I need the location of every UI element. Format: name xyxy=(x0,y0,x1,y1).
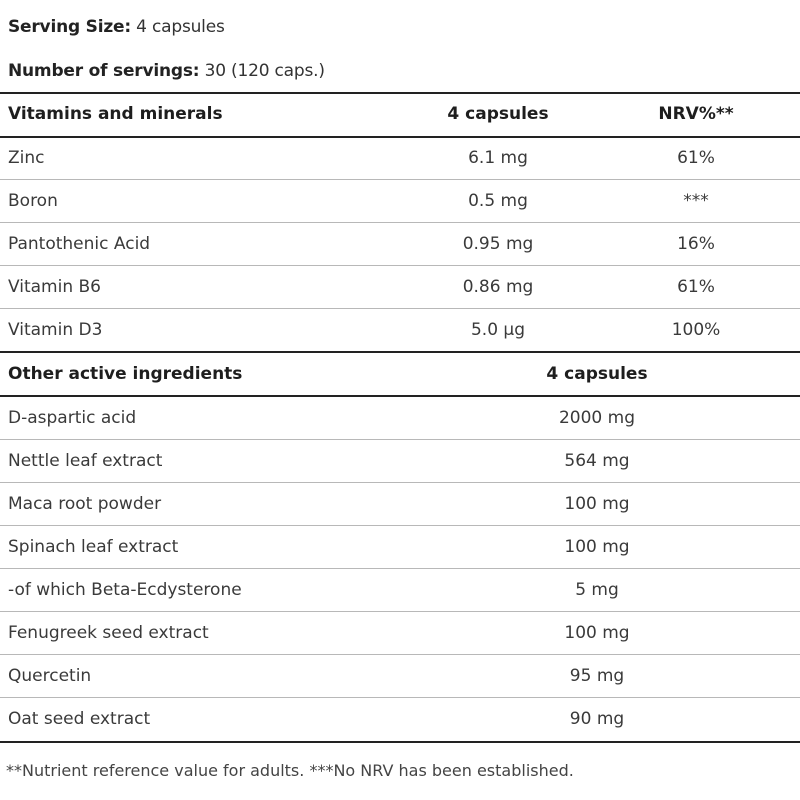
table-row: -of which Beta-Ecdysterone 5 mg xyxy=(0,569,800,612)
ingredient-name: D-aspartic acid xyxy=(8,408,137,428)
ingredient-nrv: 100% xyxy=(671,320,721,340)
table-row: Quercetin 95 mg xyxy=(0,655,800,698)
ingredient-nrv: *** xyxy=(683,191,709,211)
others-header-amount: 4 capsules xyxy=(546,364,648,384)
others-header-row: Other active ingredients 4 capsules xyxy=(0,353,800,396)
ingredient-amount: 100 mg xyxy=(564,494,630,514)
ingredient-name: Pantothenic Acid xyxy=(8,234,151,254)
table-row: Fenugreek seed extract 100 mg xyxy=(0,612,800,655)
footnote: **Nutrient reference value for adults. *… xyxy=(6,761,574,780)
ingredient-amount: 5 mg xyxy=(575,580,619,600)
servings-line: Number of servings: 30 (120 caps.) xyxy=(8,61,325,81)
row-divider xyxy=(0,654,800,655)
row-divider xyxy=(0,222,800,223)
ingredient-name: Oat seed extract xyxy=(8,709,151,729)
serving-size-line: Serving Size: 4 capsules xyxy=(8,17,225,37)
row-divider xyxy=(0,568,800,569)
serving-size-value: 4 capsules xyxy=(136,17,225,37)
ingredient-amount: 95 mg xyxy=(569,666,625,686)
ingredient-nrv: 61% xyxy=(677,148,715,168)
ingredient-amount: 5.0 µg xyxy=(470,320,526,340)
ingredient-amount: 0.5 mg xyxy=(468,191,528,211)
vitamins-header-amount: 4 capsules xyxy=(447,104,549,124)
ingredient-nrv: 61% xyxy=(677,277,715,297)
row-divider xyxy=(0,265,800,266)
others-header-rule xyxy=(0,395,800,397)
table-row: Vitamin D3 5.0 µg 100% xyxy=(0,309,800,352)
others-top-rule xyxy=(0,351,800,353)
serving-size-label: Serving Size: xyxy=(8,17,131,37)
ingredient-amount: 0.95 mg xyxy=(462,234,534,254)
ingredient-amount: 100 mg xyxy=(564,537,630,557)
table-row: Spinach leaf extract 100 mg xyxy=(0,526,800,569)
ingredient-amount: 90 mg xyxy=(569,709,625,729)
servings-label: Number of servings: xyxy=(8,61,200,81)
vitamins-header-nrv: NRV%** xyxy=(658,104,734,124)
row-divider xyxy=(0,611,800,612)
ingredient-amount: 564 mg xyxy=(564,451,630,471)
table-row: Oat seed extract 90 mg xyxy=(0,698,800,741)
ingredient-name: Vitamin B6 xyxy=(8,277,102,297)
vitamins-header-row: Vitamins and minerals 4 capsules NRV%** xyxy=(0,93,800,136)
ingredient-name: Quercetin xyxy=(8,666,92,686)
vitamins-header-rule xyxy=(0,136,800,138)
table-row: Nettle leaf extract 564 mg xyxy=(0,440,800,483)
table-row: D-aspartic acid 2000 mg xyxy=(0,397,800,440)
ingredient-amount: 100 mg xyxy=(564,623,630,643)
vitamins-header-name: Vitamins and minerals xyxy=(8,104,223,124)
ingredient-nrv: 16% xyxy=(677,234,715,254)
ingredient-name: Fenugreek seed extract xyxy=(8,623,209,643)
table-row: Vitamin B6 0.86 mg 61% xyxy=(0,266,800,309)
row-divider xyxy=(0,525,800,526)
table-row: Boron 0.5 mg *** xyxy=(0,180,800,223)
ingredient-name: Maca root powder xyxy=(8,494,162,514)
servings-value: 30 (120 caps.) xyxy=(204,61,325,81)
row-divider xyxy=(0,482,800,483)
table-row: Zinc 6.1 mg 61% xyxy=(0,137,800,180)
row-divider xyxy=(0,179,800,180)
table-row: Pantothenic Acid 0.95 mg 16% xyxy=(0,223,800,266)
row-divider xyxy=(0,697,800,698)
ingredient-name: Boron xyxy=(8,191,58,211)
row-divider xyxy=(0,439,800,440)
table-bottom-rule xyxy=(0,741,800,743)
table-top-rule xyxy=(0,92,800,94)
ingredient-name: Vitamin D3 xyxy=(8,320,103,340)
ingredient-amount: 2000 mg xyxy=(558,408,636,428)
ingredient-amount: 6.1 mg xyxy=(468,148,528,168)
ingredient-name: -of which Beta-Ecdysterone xyxy=(8,580,242,600)
others-header-name: Other active ingredients xyxy=(8,364,243,384)
ingredient-name: Nettle leaf extract xyxy=(8,451,163,471)
row-divider xyxy=(0,308,800,309)
ingredient-name: Zinc xyxy=(8,148,45,168)
table-row: Maca root powder 100 mg xyxy=(0,483,800,526)
ingredient-amount: 0.86 mg xyxy=(462,277,534,297)
ingredient-name: Spinach leaf extract xyxy=(8,537,179,557)
